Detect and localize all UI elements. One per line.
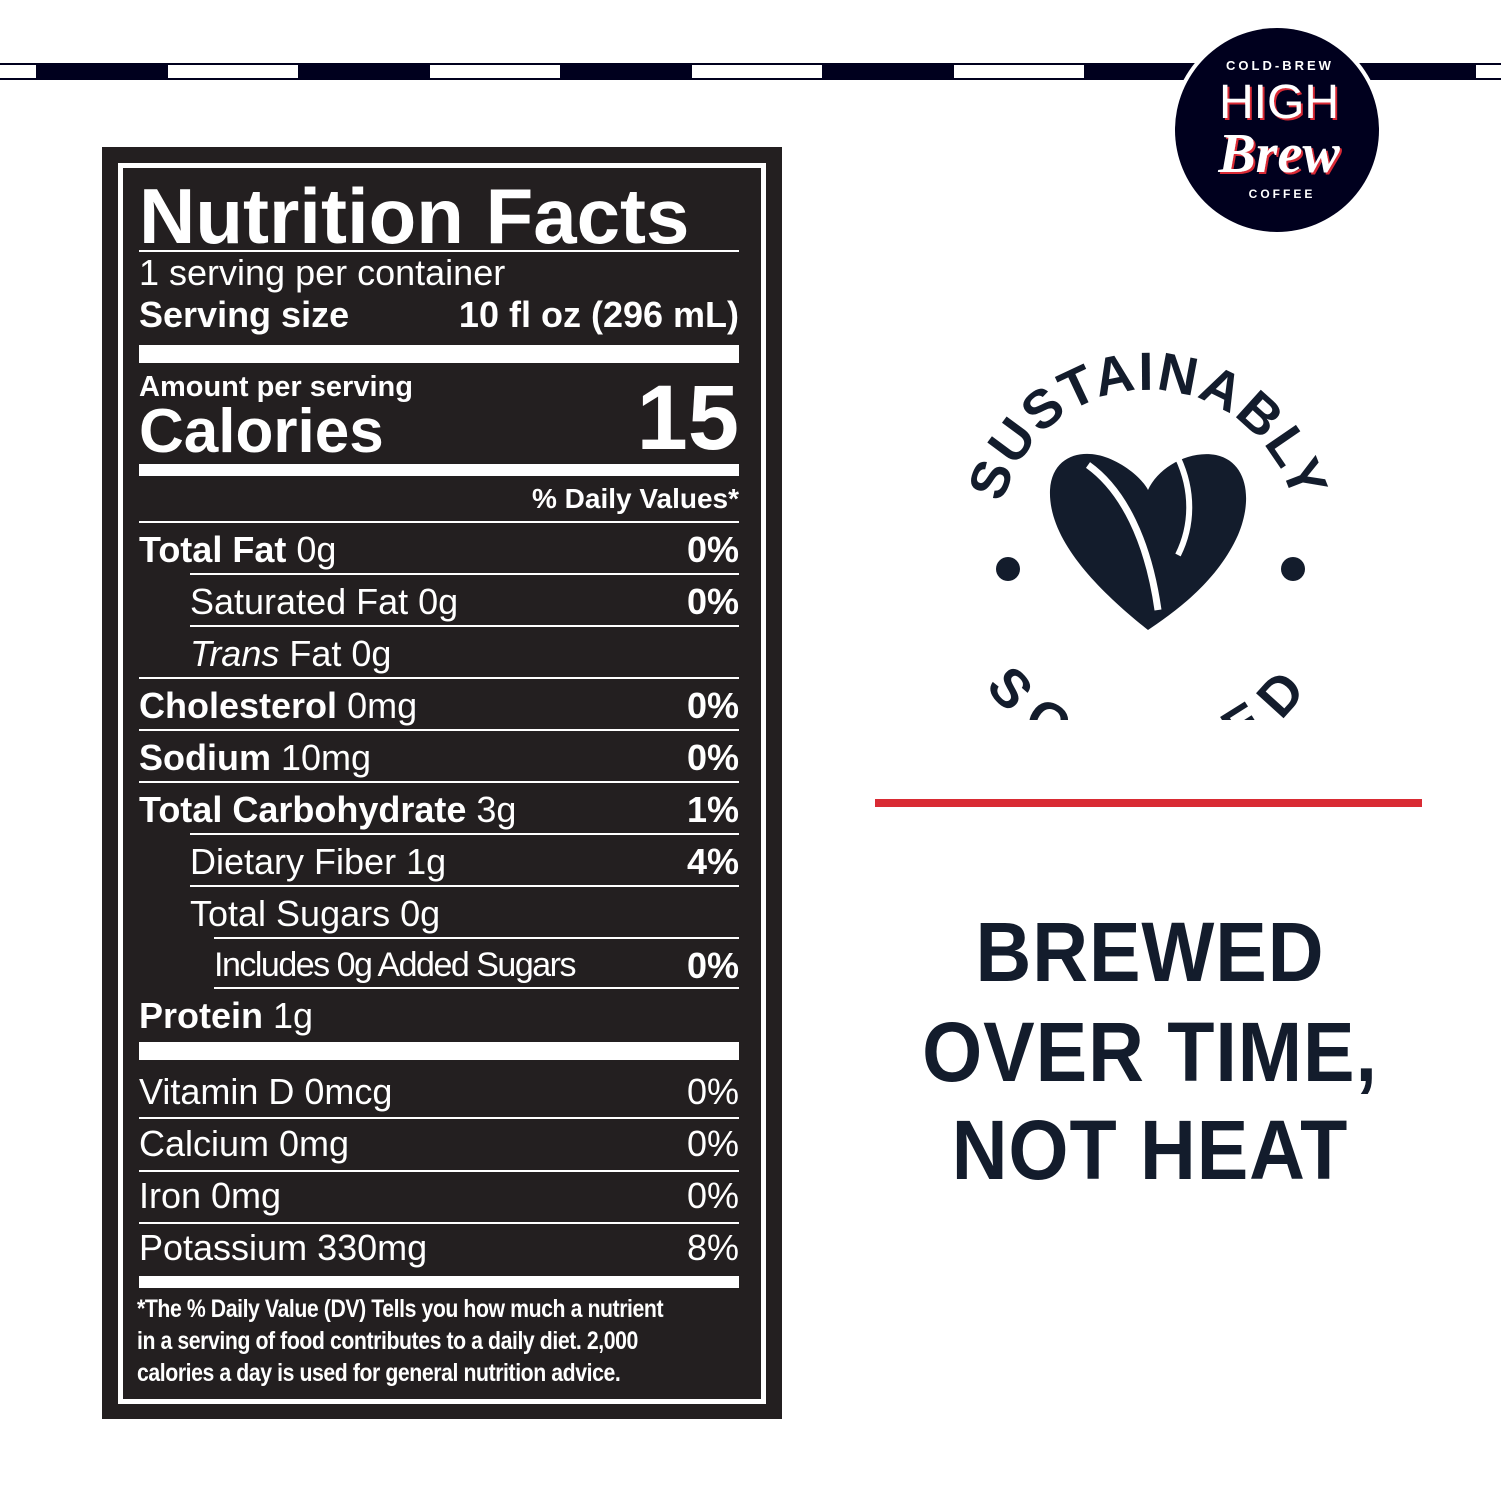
dv-added-sugars: 0% xyxy=(686,945,739,986)
nutrition-title: Nutrition Facts xyxy=(139,172,690,260)
logo-cold-brew: COLD-BREW xyxy=(1226,58,1334,73)
dv-total-fat: 0% xyxy=(686,529,739,570)
serving-size-value: 10 fl oz (296 mL) xyxy=(458,294,739,335)
dv-iron: 0% xyxy=(686,1175,739,1216)
dv-sodium: 0% xyxy=(686,737,739,778)
red-divider xyxy=(875,799,1422,807)
dv-potassium: 8% xyxy=(686,1227,739,1268)
footnote-line: calories a day is used for general nutri… xyxy=(137,1359,621,1387)
row-calcium: Calcium 0mg xyxy=(139,1123,350,1164)
dv-vitamin-d: 0% xyxy=(686,1071,739,1112)
row-saturated-fat: Saturated Fat 0g xyxy=(190,581,459,622)
badge-top-text: SUSTAINABLY xyxy=(957,342,1340,508)
coffee-bean-heart-icon xyxy=(1049,453,1247,630)
dv-cholesterol: 0% xyxy=(686,685,739,726)
row-total-sugars: Total Sugars 0g xyxy=(190,893,441,934)
slogan-line-2: OVER TIME, xyxy=(922,1005,1378,1099)
row-dietary-fiber: Dietary Fiber 1g xyxy=(190,841,447,882)
row-iron: Iron 0mg xyxy=(139,1175,282,1216)
dot-left xyxy=(996,557,1020,581)
row-potassium: Potassium 330mg xyxy=(139,1227,428,1268)
logo-coffee: COFFEE xyxy=(1249,187,1316,201)
high-brew-logo: COLD-BREW HIGH Brew COFFEE xyxy=(1171,24,1383,236)
nutrition-facts-panel: Nutrition Facts 1 serving per container … xyxy=(102,147,782,1419)
slogan-line-3: NOT HEAT xyxy=(951,1103,1349,1197)
row-cholesterol: Cholesterol 0mg xyxy=(139,685,418,726)
row-sodium: Sodium 10mg xyxy=(139,737,372,778)
footnote-line: in a serving of food contributes to a da… xyxy=(137,1327,638,1355)
serving-size-label: Serving size xyxy=(139,294,350,335)
dv-carbohydrate: 1% xyxy=(686,789,739,830)
logo-brew: Brew xyxy=(1217,123,1340,185)
calories-label: Calories xyxy=(139,397,384,466)
top-stripe xyxy=(0,63,1501,80)
dv-dietary-fiber: 4% xyxy=(686,841,739,882)
amount-per-serving: Amount per serving xyxy=(139,371,413,403)
row-protein: Protein 1g xyxy=(139,995,314,1036)
row-vitamin-d: Vitamin D 0mcg xyxy=(139,1071,393,1112)
dv-calcium: 0% xyxy=(686,1123,739,1164)
footnote-line: *The % Daily Value (DV) Tells you how mu… xyxy=(137,1295,664,1323)
row-added-sugars: Includes 0g Added Sugars xyxy=(214,946,576,984)
servings-per-container: 1 serving per container xyxy=(139,252,506,293)
row-total-carbohydrate: Total Carbohydrate 3g xyxy=(139,789,517,830)
badge-bottom-text: SOURCED xyxy=(976,655,1321,720)
dot-right xyxy=(1281,557,1305,581)
logo-high: HIGH xyxy=(1219,76,1339,129)
daily-values-header: % Daily Values* xyxy=(531,483,739,514)
row-trans-fat: Trans Fat 0g xyxy=(190,633,392,674)
sustainably-sourced-badge: SUSTAINABLY SOURCED xyxy=(957,342,1340,720)
calories-value: 15 xyxy=(636,367,739,469)
row-total-fat: Total Fat 0g xyxy=(139,529,337,570)
slogan-line-1: BREWED xyxy=(975,905,1325,999)
dv-saturated-fat: 0% xyxy=(686,581,739,622)
